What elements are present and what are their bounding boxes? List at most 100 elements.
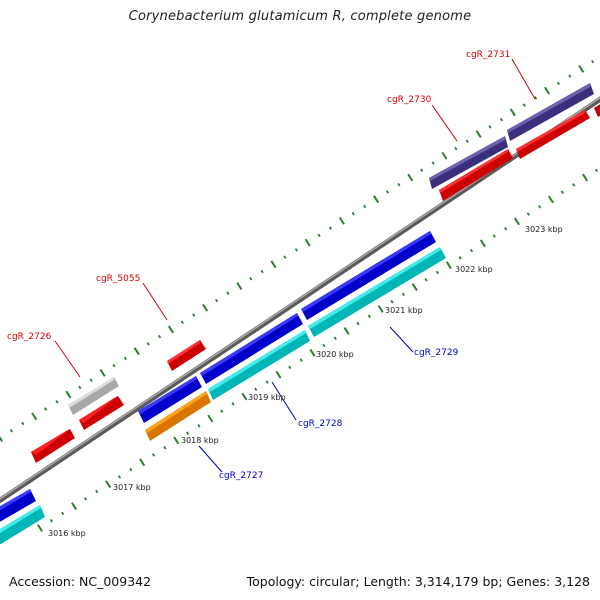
gene-label-cgR_2729[interactable]: cgR_2729 bbox=[414, 348, 459, 358]
tick-mark-inner bbox=[151, 453, 156, 457]
gene-block-top[interactable] bbox=[516, 110, 585, 152]
tick-mark-outer bbox=[465, 139, 469, 144]
gene-block[interactable] bbox=[208, 330, 310, 400]
tick-mark-inner bbox=[322, 343, 326, 348]
gene-blue-3[interactable] bbox=[301, 231, 436, 320]
gene-label-cgR_2727[interactable]: cgR_2727 bbox=[219, 471, 263, 481]
gene-cgR_2727[interactable] bbox=[145, 391, 211, 441]
tick-mark-outer bbox=[21, 421, 25, 426]
tick-mark-inner bbox=[582, 173, 589, 182]
gene-cgR_2730[interactable] bbox=[429, 136, 508, 189]
tick-mark-outer bbox=[397, 182, 401, 187]
gene-block[interactable] bbox=[439, 149, 513, 201]
gene-label-cgR_2730[interactable]: cgR_2730 bbox=[387, 95, 432, 105]
gene-block[interactable] bbox=[0, 505, 45, 547]
tick-mark-outer bbox=[31, 412, 38, 421]
tick-mark-outer bbox=[123, 356, 127, 361]
tick-mark-outer bbox=[167, 325, 174, 334]
gene-cgR_2728[interactable] bbox=[208, 330, 310, 400]
kbp-label-3020: 3020 kbp bbox=[316, 350, 354, 359]
tick-mark-outer bbox=[270, 260, 277, 269]
gene-block-top[interactable] bbox=[507, 83, 590, 133]
gene-block-top[interactable] bbox=[31, 429, 70, 455]
gene-block[interactable] bbox=[516, 110, 590, 159]
gene-cgR_2726[interactable] bbox=[31, 429, 75, 463]
kbp-label-3017: 3017 kbp bbox=[113, 483, 151, 492]
gene-block[interactable] bbox=[308, 247, 446, 337]
gene-label-cgR_2731[interactable]: cgR_2731 bbox=[466, 50, 510, 60]
gene-blue-2[interactable] bbox=[200, 313, 303, 384]
gene-block-top[interactable] bbox=[0, 505, 41, 538]
gene-cgR_2726-gray[interactable] bbox=[68, 377, 119, 415]
gene-block[interactable] bbox=[31, 429, 75, 463]
tick-mark-outer bbox=[568, 74, 572, 78]
tick-mark-inner bbox=[504, 226, 508, 231]
gene-cgR_2729[interactable] bbox=[308, 247, 446, 337]
tick-mark-inner bbox=[163, 445, 167, 450]
tick-mark-inner bbox=[61, 511, 65, 516]
tick-mark-inner bbox=[538, 205, 542, 209]
tick-mark-inner bbox=[445, 261, 452, 270]
gene-block[interactable] bbox=[594, 98, 600, 117]
gene-cyan-left[interactable] bbox=[0, 505, 45, 547]
gene-block-top[interactable] bbox=[79, 396, 118, 423]
gene-block[interactable] bbox=[167, 340, 206, 371]
tick-mark-outer bbox=[420, 168, 424, 172]
gene-block[interactable] bbox=[68, 377, 119, 415]
gene-cgR_2730-red[interactable] bbox=[439, 149, 513, 201]
gene-block[interactable] bbox=[145, 391, 211, 441]
gene-block[interactable] bbox=[507, 83, 594, 141]
tick-mark-outer bbox=[488, 125, 492, 129]
tick-mark-outer bbox=[509, 108, 516, 117]
tick-mark-outer bbox=[544, 86, 551, 95]
gene-block[interactable] bbox=[429, 136, 508, 189]
gene-red-2[interactable] bbox=[79, 396, 124, 430]
gene-block-top[interactable] bbox=[68, 377, 114, 408]
tick-mark-inner bbox=[71, 502, 78, 511]
tick-mark-inner bbox=[231, 402, 235, 406]
gene-block-top[interactable] bbox=[0, 489, 31, 515]
tick-mark-outer bbox=[534, 96, 538, 100]
gene-block[interactable] bbox=[79, 396, 124, 430]
tick-mark-inner bbox=[117, 475, 122, 479]
gene-cgR_5055[interactable] bbox=[167, 340, 206, 371]
gene-cgR_2731-red[interactable] bbox=[516, 110, 590, 159]
gene-block[interactable] bbox=[200, 313, 303, 384]
gene-block-top[interactable] bbox=[308, 247, 441, 329]
gene-blue-1[interactable] bbox=[138, 376, 202, 423]
tick-mark-outer bbox=[55, 400, 59, 404]
tick-mark-outer bbox=[44, 407, 48, 411]
tick-mark-outer bbox=[556, 81, 560, 86]
gene-block[interactable] bbox=[301, 231, 436, 320]
kbp-label-3023: 3023 kbp bbox=[525, 225, 563, 234]
tick-mark-inner bbox=[95, 489, 99, 494]
gene-block-top[interactable] bbox=[429, 136, 505, 181]
tick-mark-inner bbox=[105, 480, 112, 489]
tick-mark-inner bbox=[186, 431, 190, 435]
gene-block-top[interactable] bbox=[439, 149, 508, 193]
tick-mark-inner bbox=[572, 183, 576, 187]
gene-label-cgR_2726[interactable]: cgR_2726 bbox=[7, 332, 52, 342]
gene-red-edge[interactable] bbox=[594, 98, 600, 117]
gene-block[interactable] bbox=[138, 376, 202, 423]
tick-mark-inner bbox=[220, 409, 224, 413]
gene-block-top[interactable] bbox=[167, 340, 200, 364]
genome-backbone-highlight bbox=[0, 96, 600, 500]
gene-block[interactable] bbox=[0, 489, 36, 524]
tick-mark-inner bbox=[265, 380, 269, 384]
gene-block-top[interactable] bbox=[301, 231, 431, 312]
gene-label-cgR_5055[interactable]: cgR_5055 bbox=[96, 274, 140, 284]
tick-mark-inner bbox=[548, 195, 555, 204]
gene-block-top[interactable] bbox=[208, 330, 306, 392]
tick-mark-inner bbox=[129, 467, 133, 472]
gene-blue-left[interactable] bbox=[0, 489, 36, 524]
gene-cgR_2731[interactable] bbox=[507, 83, 594, 141]
tick-mark-inner bbox=[197, 424, 201, 428]
gene-block-top[interactable] bbox=[200, 313, 298, 376]
gene-label-cgR_2728[interactable]: cgR_2728 bbox=[298, 419, 343, 429]
topology-label: Topology: circular; Length: 3,314,179 bp… bbox=[246, 574, 590, 589]
gene-block-top[interactable] bbox=[138, 376, 197, 414]
tick-mark-inner bbox=[492, 234, 496, 238]
gene-block-top[interactable] bbox=[145, 391, 207, 433]
